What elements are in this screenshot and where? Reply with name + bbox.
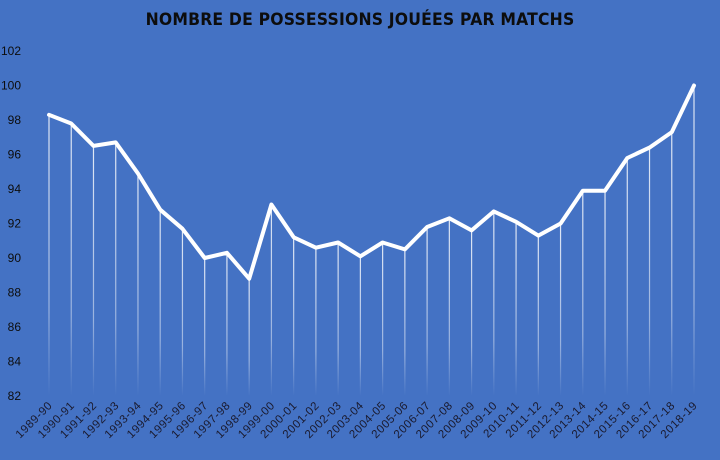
drop-line [493,211,495,396]
drop-line [159,209,161,396]
drop-line [115,142,117,396]
y-tick-label: 86 [8,320,22,334]
y-tick-label: 100 [1,79,21,93]
drop-line [626,157,628,396]
drop-line [226,252,228,396]
drop-line [359,256,361,396]
data-series-line [47,83,696,281]
y-axis: 82 84 86 88 90 92 94 96 98 100 102 [1,44,21,403]
drop-line [426,226,428,396]
y-tick-label: 94 [8,182,22,196]
drop-line [337,242,339,396]
drop-line [293,237,295,396]
y-tick-label: 90 [8,251,22,265]
drop-line [248,278,250,396]
y-tick-label: 96 [8,148,22,162]
drop-line [470,230,473,396]
drop-line [181,228,184,396]
drop-line [604,190,606,396]
y-tick-label: 98 [8,113,22,127]
x-axis: 1989-901990-911991-921992-931993-941994-… [14,400,700,441]
drop-line [693,85,695,396]
y-tick-label: 84 [8,355,22,369]
drop-line [448,218,450,396]
chart-title: NOMBRE DE POSSESSIONS JOUÉES PAR MATCHS [145,10,575,30]
y-tick-label: 82 [8,389,22,403]
drop-line [648,147,651,396]
drop-line [315,247,317,396]
drop-line [559,223,562,396]
drop-lines [48,85,695,396]
drop-line [204,258,206,396]
drop-line [515,221,517,396]
y-tick-label: 88 [8,286,22,300]
drop-line [48,114,50,396]
y-tick-label: 92 [8,217,22,231]
drop-line [382,242,384,396]
drop-line [404,249,406,396]
drop-line [671,132,673,396]
y-tick-label: 102 [1,44,21,58]
drop-line [137,173,139,396]
drop-line [70,123,72,396]
drop-line [582,190,584,396]
series-polyline [47,83,696,281]
drop-line [92,145,95,396]
drop-line [270,204,273,396]
drop-line [537,235,539,396]
